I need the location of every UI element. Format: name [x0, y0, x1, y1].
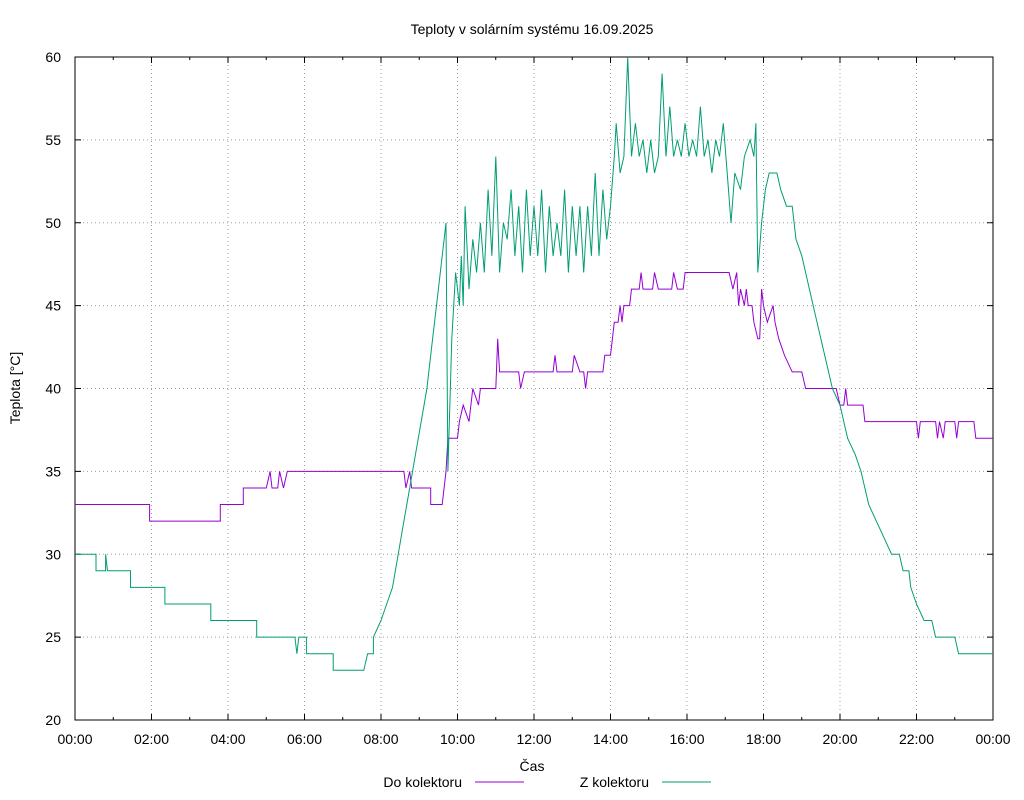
y-tick-label: 55 — [45, 132, 61, 148]
x-tick-label: 08:00 — [363, 731, 398, 747]
x-tick-label: 18:00 — [746, 731, 781, 747]
x-tick-label: 12:00 — [516, 731, 551, 747]
x-tick-label: 02:00 — [134, 731, 169, 747]
x-axis-label: Čas — [520, 758, 545, 774]
x-tick-label: 14:00 — [593, 731, 628, 747]
x-tick-label: 00:00 — [975, 731, 1010, 747]
x-tick-label: 04:00 — [210, 731, 245, 747]
y-tick-label: 50 — [45, 215, 61, 231]
x-tick-label: 06:00 — [287, 731, 322, 747]
y-tick-label: 30 — [45, 546, 61, 562]
x-tick-label: 22:00 — [899, 731, 934, 747]
series-layer — [75, 56, 993, 671]
series-line-do-kolektoru — [75, 272, 993, 522]
y-tick-label: 40 — [45, 381, 61, 397]
axis-ticks: 20 25 30 35 40 45 50 55 60 00:00 02:00 04:00 06:00 08… — [45, 49, 1010, 747]
y-tick-label: 35 — [45, 463, 61, 479]
y-axis-label: Teplota [°C] — [7, 352, 23, 425]
y-tick-label: 25 — [45, 629, 61, 645]
x-tick-label: 20:00 — [822, 731, 857, 747]
x-tick-label: 16:00 — [669, 731, 704, 747]
x-tick-label: 10:00 — [440, 731, 475, 747]
grid — [75, 57, 993, 720]
x-tick-label: 00:00 — [57, 731, 92, 747]
series-line-z-kolektoru — [75, 56, 993, 671]
y-tick-label: 60 — [45, 49, 61, 65]
chart-title: Teploty v solárním systému 16.09.2025 — [411, 21, 654, 37]
y-tick-label: 45 — [45, 298, 61, 314]
legend: Do kolektoru Z kolektoru — [383, 774, 711, 790]
legend-label-do-kolektoru: Do kolektoru — [383, 774, 462, 790]
y-tick-label: 20 — [45, 712, 61, 728]
legend-label-z-kolektoru: Z kolektoru — [580, 774, 649, 790]
